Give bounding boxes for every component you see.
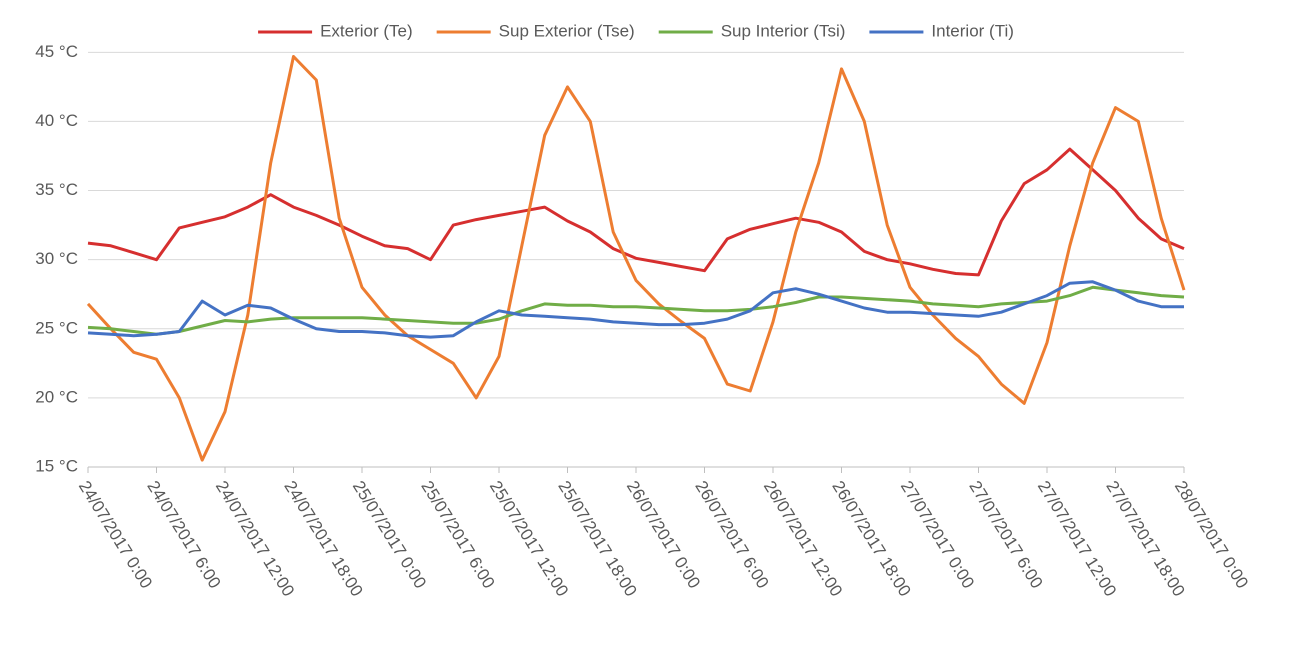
x-tick-label: 24/07/2017 0:00 [75,477,156,591]
series-line [87,280,1184,339]
legend-label: Sup Exterior (Tse) [499,21,635,40]
series-line [86,55,1186,462]
legend-label: Sup Interior (Tsi) [721,21,846,40]
x-tick-label: 27/07/2017 0:00 [897,477,978,591]
y-tick-label: 45 °C [35,42,78,61]
x-tick-label: 28/07/2017 0:00 [1171,477,1252,591]
y-tick-label: 15 °C [35,456,78,475]
x-tick-label: 25/07/2017 0:00 [349,477,430,591]
legend-label: Interior (Ti) [931,21,1014,40]
x-tick-label: 24/07/2017 6:00 [143,477,224,591]
x-tick-label: 26/07/2017 6:00 [691,477,772,591]
y-tick-label: 35 °C [35,180,78,199]
y-tick-label: 40 °C [35,111,78,130]
x-tick-label: 26/07/2017 0:00 [623,477,704,591]
y-tick-label: 30 °C [35,249,78,268]
y-tick-label: 20 °C [35,387,78,406]
series-line [87,147,1185,277]
x-tick-label: 25/07/2017 6:00 [417,477,498,591]
series-line [87,285,1185,336]
x-tick-label: 27/07/2017 6:00 [965,477,1046,591]
y-tick-label: 25 °C [35,318,78,337]
legend-label: Exterior (Te) [320,21,413,40]
